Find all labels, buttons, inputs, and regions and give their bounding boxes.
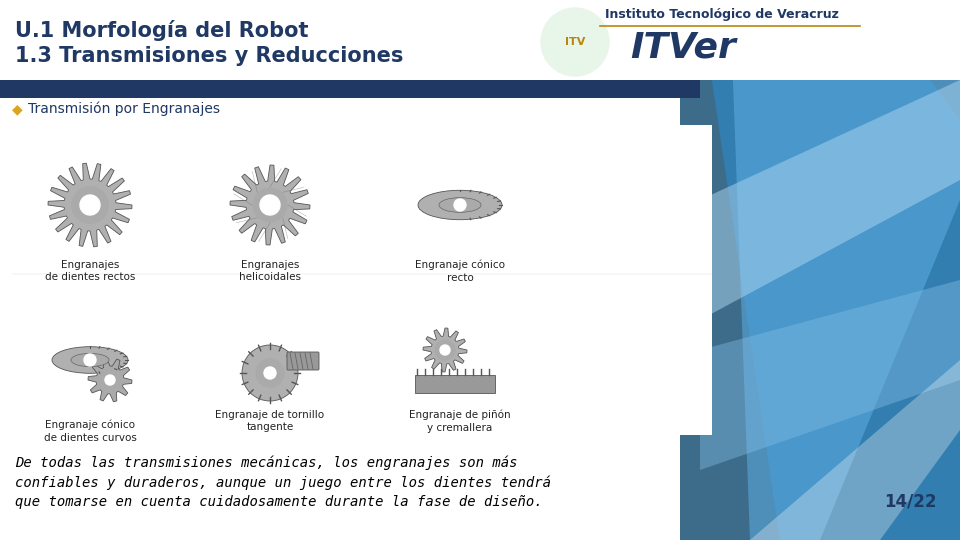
Polygon shape (48, 163, 132, 247)
Circle shape (440, 345, 450, 355)
Text: 1.3 Transmisiones y Reducciones: 1.3 Transmisiones y Reducciones (15, 46, 403, 66)
Circle shape (72, 187, 108, 223)
FancyBboxPatch shape (0, 80, 700, 98)
Circle shape (242, 345, 298, 401)
Text: Engranaje cónico
recto: Engranaje cónico recto (415, 260, 505, 283)
FancyBboxPatch shape (415, 375, 495, 393)
Circle shape (541, 8, 609, 76)
Polygon shape (820, 0, 960, 80)
Polygon shape (730, 0, 960, 540)
Text: 14/22: 14/22 (884, 492, 936, 510)
Circle shape (100, 370, 120, 390)
FancyBboxPatch shape (12, 125, 712, 435)
Circle shape (435, 340, 455, 360)
Ellipse shape (418, 190, 502, 220)
FancyBboxPatch shape (0, 0, 960, 80)
Text: ◆: ◆ (12, 102, 23, 116)
Circle shape (80, 195, 100, 215)
Text: U.1 Morfología del Robot: U.1 Morfología del Robot (15, 20, 308, 41)
Circle shape (105, 375, 115, 385)
Text: confiables y duraderos, aunque un juego entre los dientes tendrá: confiables y duraderos, aunque un juego … (15, 475, 551, 489)
Polygon shape (88, 358, 132, 402)
Text: Engranaje de tornillo
tangente: Engranaje de tornillo tangente (215, 410, 324, 433)
Text: Engranajes
de dientes rectos: Engranajes de dientes rectos (45, 260, 135, 282)
Circle shape (253, 188, 287, 222)
Polygon shape (700, 80, 960, 320)
Polygon shape (230, 165, 310, 245)
Circle shape (454, 199, 466, 211)
Polygon shape (423, 328, 467, 372)
Text: que tomarse en cuenta cuidadosamente durante la fase de diseño.: que tomarse en cuenta cuidadosamente dur… (15, 495, 542, 509)
Text: Engranajes
helicoidales: Engranajes helicoidales (239, 260, 301, 282)
Circle shape (256, 359, 284, 387)
Circle shape (84, 354, 96, 366)
Text: Transmisión por Engranajes: Transmisión por Engranajes (28, 102, 220, 117)
Polygon shape (700, 280, 960, 470)
FancyBboxPatch shape (287, 352, 319, 370)
Text: Engranaje de piñón
y cremallera: Engranaje de piñón y cremallera (409, 410, 511, 433)
Text: Engranaje cónico
de dientes curvos: Engranaje cónico de dientes curvos (43, 420, 136, 443)
Circle shape (264, 367, 276, 379)
Ellipse shape (439, 198, 481, 212)
Ellipse shape (71, 353, 109, 367)
Ellipse shape (52, 347, 128, 373)
Polygon shape (680, 0, 960, 540)
Polygon shape (700, 0, 960, 540)
Circle shape (260, 195, 280, 215)
Text: ITVer: ITVer (630, 30, 736, 64)
Polygon shape (750, 360, 960, 540)
Text: ITV: ITV (564, 37, 586, 47)
Text: Instituto Tecnológico de Veracruz: Instituto Tecnológico de Veracruz (605, 8, 839, 21)
Text: De todas las transmisiones mecánicas, los engranajes son más: De todas las transmisiones mecánicas, lo… (15, 455, 517, 469)
